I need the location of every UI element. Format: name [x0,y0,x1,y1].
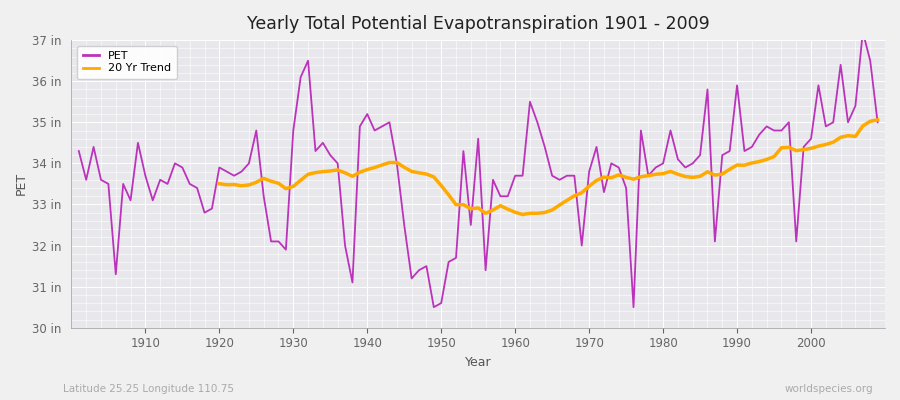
Title: Yearly Total Potential Evapotranspiration 1901 - 2009: Yearly Total Potential Evapotranspiratio… [247,15,709,33]
Text: worldspecies.org: worldspecies.org [785,384,873,394]
X-axis label: Year: Year [465,356,491,369]
Legend: PET, 20 Yr Trend: PET, 20 Yr Trend [76,46,176,79]
Y-axis label: PET: PET [15,172,28,196]
Text: Latitude 25.25 Longitude 110.75: Latitude 25.25 Longitude 110.75 [63,384,234,394]
